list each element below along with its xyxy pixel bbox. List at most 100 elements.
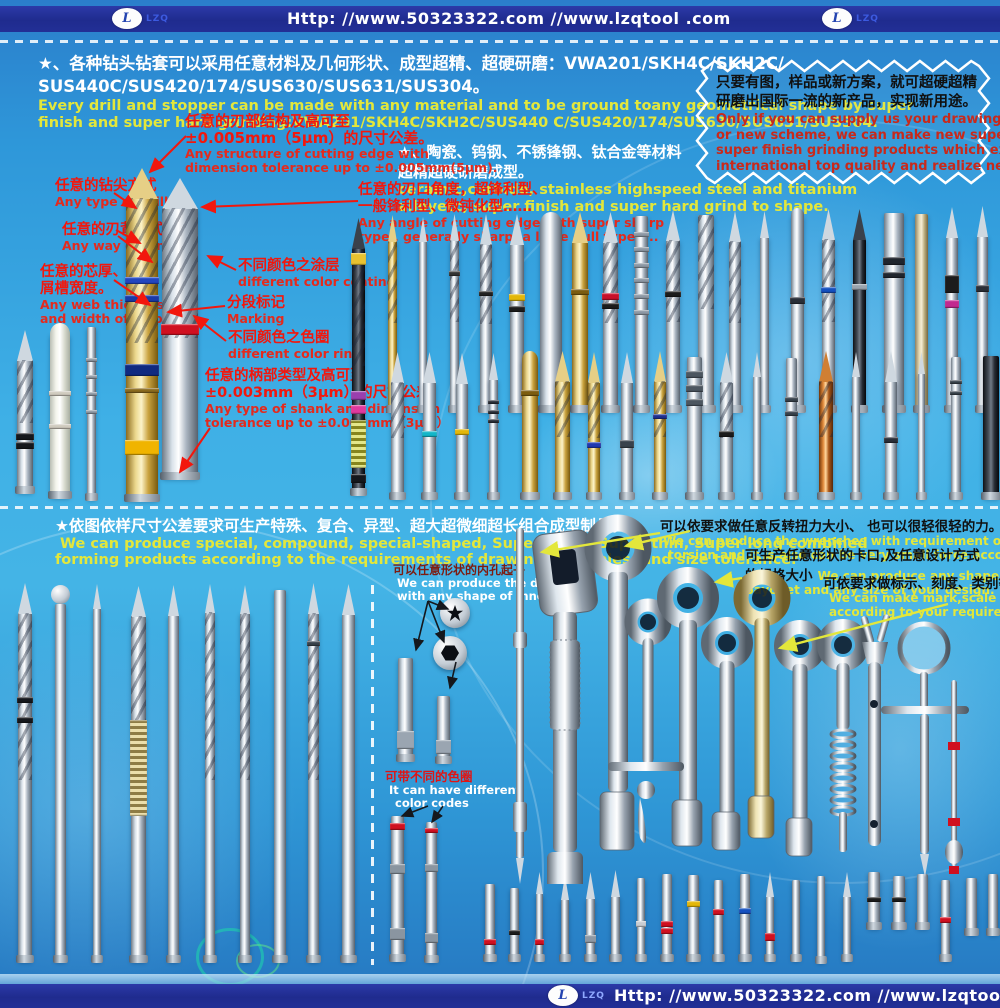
tool-graphic (712, 874, 725, 962)
tool-graphic (696, 209, 716, 413)
tool-graphic (91, 584, 103, 963)
separator-dashed-top (0, 40, 1000, 43)
annotation-marking: 分段标记 Marking (227, 295, 285, 326)
tool-graphic (652, 351, 668, 500)
tool-graphic (685, 351, 704, 500)
tool-graphic (584, 872, 597, 962)
tool-graphic (986, 868, 1000, 936)
tool-graphic (129, 586, 148, 963)
tool-graphic (15, 330, 35, 494)
tool-graphic (916, 352, 927, 500)
starburst-cn-2: 研磨出国际一流的新产品，实现新用途。 (716, 94, 977, 110)
tool-graphic (424, 816, 439, 963)
tool-graphic (85, 321, 98, 501)
tool-graphic (435, 690, 452, 764)
lzq-logo-text: LZQ (582, 990, 605, 1001)
tool-graphic (570, 212, 590, 413)
tool-graphic (633, 210, 650, 413)
tool-graphic (686, 869, 701, 962)
tool-graphic (883, 351, 899, 500)
tool-graphic (350, 218, 367, 496)
tool-graphic (619, 352, 635, 500)
lzq-logo-oval: L (112, 8, 142, 29)
tool-graphic (238, 585, 252, 963)
tool-graphic (16, 583, 34, 963)
materials-en-2: alloyetc, super finish and super hard gr… (398, 199, 829, 215)
tool-graphic (850, 352, 862, 500)
tool-graphic (949, 351, 963, 500)
materials-cn-2: 超精超硬研磨成型。 (398, 163, 534, 181)
tool-graphic (389, 352, 406, 500)
materials-en-1: ceramic,carbide, stainless highspeed ste… (398, 182, 858, 198)
tool-graphic (508, 882, 521, 962)
separator-dashed-vertical (371, 585, 374, 965)
tool-graphic (166, 585, 181, 963)
tool-graphic (340, 584, 357, 963)
starburst-cn-1: 只要有图，样品或新方案，就可超硬超精 (716, 75, 977, 91)
lzq-logo: L LZQ (112, 8, 169, 29)
hex-hole (441, 645, 459, 661)
footer-light-strip (0, 974, 1000, 984)
tool-graphic (939, 874, 952, 962)
tool-graphic (48, 323, 72, 499)
lzq-logo-text: LZQ (856, 13, 879, 24)
starburst-en-2: or new scheme, we can make new super har… (716, 127, 1000, 143)
header-url: Http: //www.50323322.com //www.lzqtool .… (287, 9, 731, 28)
materials-cn-1: ★、陶瓷、钨钢、不锈锋钢、钛合金等材料 (398, 143, 682, 161)
tool-graphic (964, 872, 979, 936)
tool-graphic (975, 206, 990, 413)
tool-graphic (520, 351, 540, 500)
materials-block: ★、陶瓷、钨钢、不锈锋钢、钛合金等材料 超精超硬研磨成型。 ceramic,ca… (398, 142, 858, 216)
tool-graphic (389, 810, 406, 962)
intro-en-1: Every drill and stopper can be made with… (38, 98, 914, 114)
tool-graphic (891, 870, 907, 930)
callout-color-codes: 可带不同的色圈 It can have different color code… (385, 769, 522, 810)
separator-dashed-mid (0, 506, 1000, 509)
intro-cn-2: SUS440C/SUS420/174/SUS630/SUS631/SUS304。 (38, 77, 490, 96)
tool-graphic (601, 212, 620, 413)
tool-graphic (508, 214, 526, 413)
tool-graphic (487, 353, 500, 500)
tool-graphic (764, 872, 776, 962)
annotation-color-ring: 不同颜色之色圈 different color ring (228, 330, 362, 361)
annotation-edge-structure: 任意的刃部结构及高可至 ±0.005mm（5μm）的尺寸公差。 Any stru… (185, 112, 498, 175)
tool-graphic (553, 351, 572, 500)
tool-graphic (758, 211, 771, 413)
tool-graphic (841, 872, 853, 962)
intro-en-2: finish and super hard grinding:VWA201/SK… (38, 115, 878, 131)
lzq-logo-text: LZQ (146, 13, 169, 24)
annotation-shank: 任意的柄部类型及高可至 ±0.003mm（3μm）的尺寸公差 Any type … (205, 368, 450, 430)
tool-graphic (272, 584, 288, 963)
tool-graphic (203, 584, 217, 963)
tool-graphic (738, 868, 752, 962)
tool-graphic (718, 352, 735, 500)
tool-graphic (635, 872, 647, 962)
header-bar: L LZQ Http: //www.50323322.com //www.lzq… (0, 6, 1000, 32)
tool-graphic (306, 583, 321, 963)
starburst-en-3: super finish grinding products which exc… (716, 143, 1000, 158)
tool-graphic (790, 874, 802, 962)
intro-block: ★、各种钻头钻套可以采用任意材料及几何形状、成型超精、超硬研磨：VWA201/S… (38, 52, 914, 132)
tool-graphic (866, 866, 882, 930)
tool-graphic (160, 178, 200, 480)
tool-graphic (421, 352, 438, 500)
lzq-logo: L LZQ (548, 985, 605, 1006)
footer-bar: L LZQ Http: //www.50323322.com //www.lzq… (0, 984, 1000, 1008)
tool-graphic (124, 168, 160, 502)
tool-graphic (981, 350, 1000, 500)
tool-graphic (448, 214, 461, 413)
callout-wrench-torsion: 可以依要求做任意反转扭力大小、 也可以很轻很轻的力。 We can produc… (660, 519, 1000, 562)
lzq-logo-oval: L (548, 985, 578, 1006)
tool-graphic (396, 652, 415, 762)
tool-graphic (817, 351, 835, 500)
tool-graphic (534, 872, 545, 962)
starburst-block: 只要有图，样品或新方案，就可超硬超精 研磨出国际一流的新产品，实现新用途。 On… (716, 74, 1000, 174)
starburst-border (695, 59, 991, 185)
tool-graphic (51, 585, 70, 963)
tool-graphic (609, 870, 622, 962)
tool-graphic (815, 870, 827, 964)
starburst-en-4: international top quality and realize ne… (716, 158, 1000, 174)
lzq-logo: L LZQ (822, 8, 879, 29)
tool-graphic (483, 878, 497, 962)
tool-graphic (664, 210, 682, 413)
